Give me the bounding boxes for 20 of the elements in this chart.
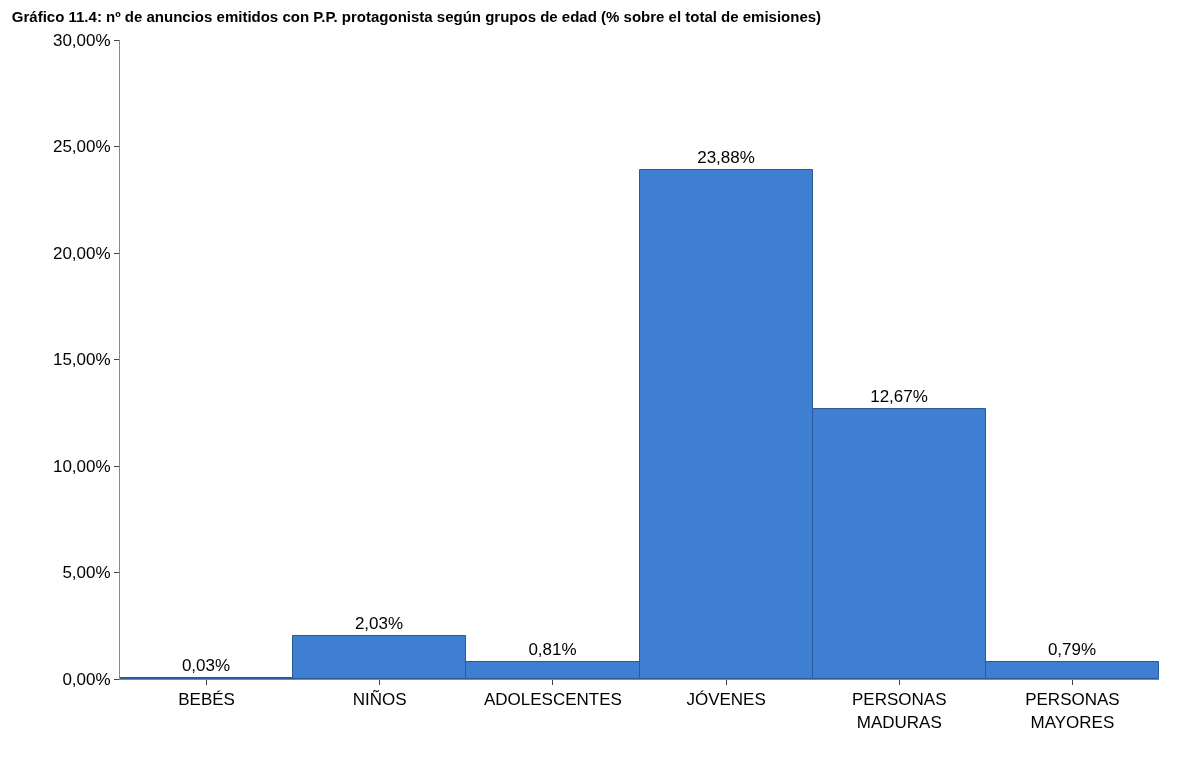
y-tick-label: 20,00% — [52, 243, 111, 263]
x-tick-label: PERSONAS MAYORES — [1025, 690, 1120, 732]
data-label: 0,03% — [181, 655, 231, 675]
y-tick-label: 25,00% — [52, 137, 111, 157]
x-tick-label: PERSONAS MADURAS — [852, 690, 947, 732]
x-tick-label: NIÑOS — [352, 690, 407, 710]
data-label: 0,81% — [528, 639, 577, 659]
y-tick-label: 30,00% — [52, 30, 111, 50]
data-label: 2,03% — [354, 613, 404, 633]
y-tick-label: 0,00% — [62, 669, 111, 689]
y-tick-label: 10,00% — [52, 456, 111, 476]
x-tick-label: JÓVENES — [686, 690, 766, 710]
data-label: 12,67% — [870, 386, 928, 406]
x-tick-label: ADOLESCENTES — [483, 690, 622, 710]
chart-title: Gráfico 11.4: nº de anuncios emitidos con P.P. protagonista según grupos de edad (% sobre el total de emisiones) — [11, 8, 822, 26]
y-tick-label: 15,00% — [52, 350, 111, 370]
x-tick-label: BEBÉS — [178, 690, 235, 710]
y-tick-label: 5,00% — [62, 563, 111, 583]
data-label: 23,88% — [697, 147, 755, 167]
data-label: 0,79% — [1047, 639, 1097, 659]
